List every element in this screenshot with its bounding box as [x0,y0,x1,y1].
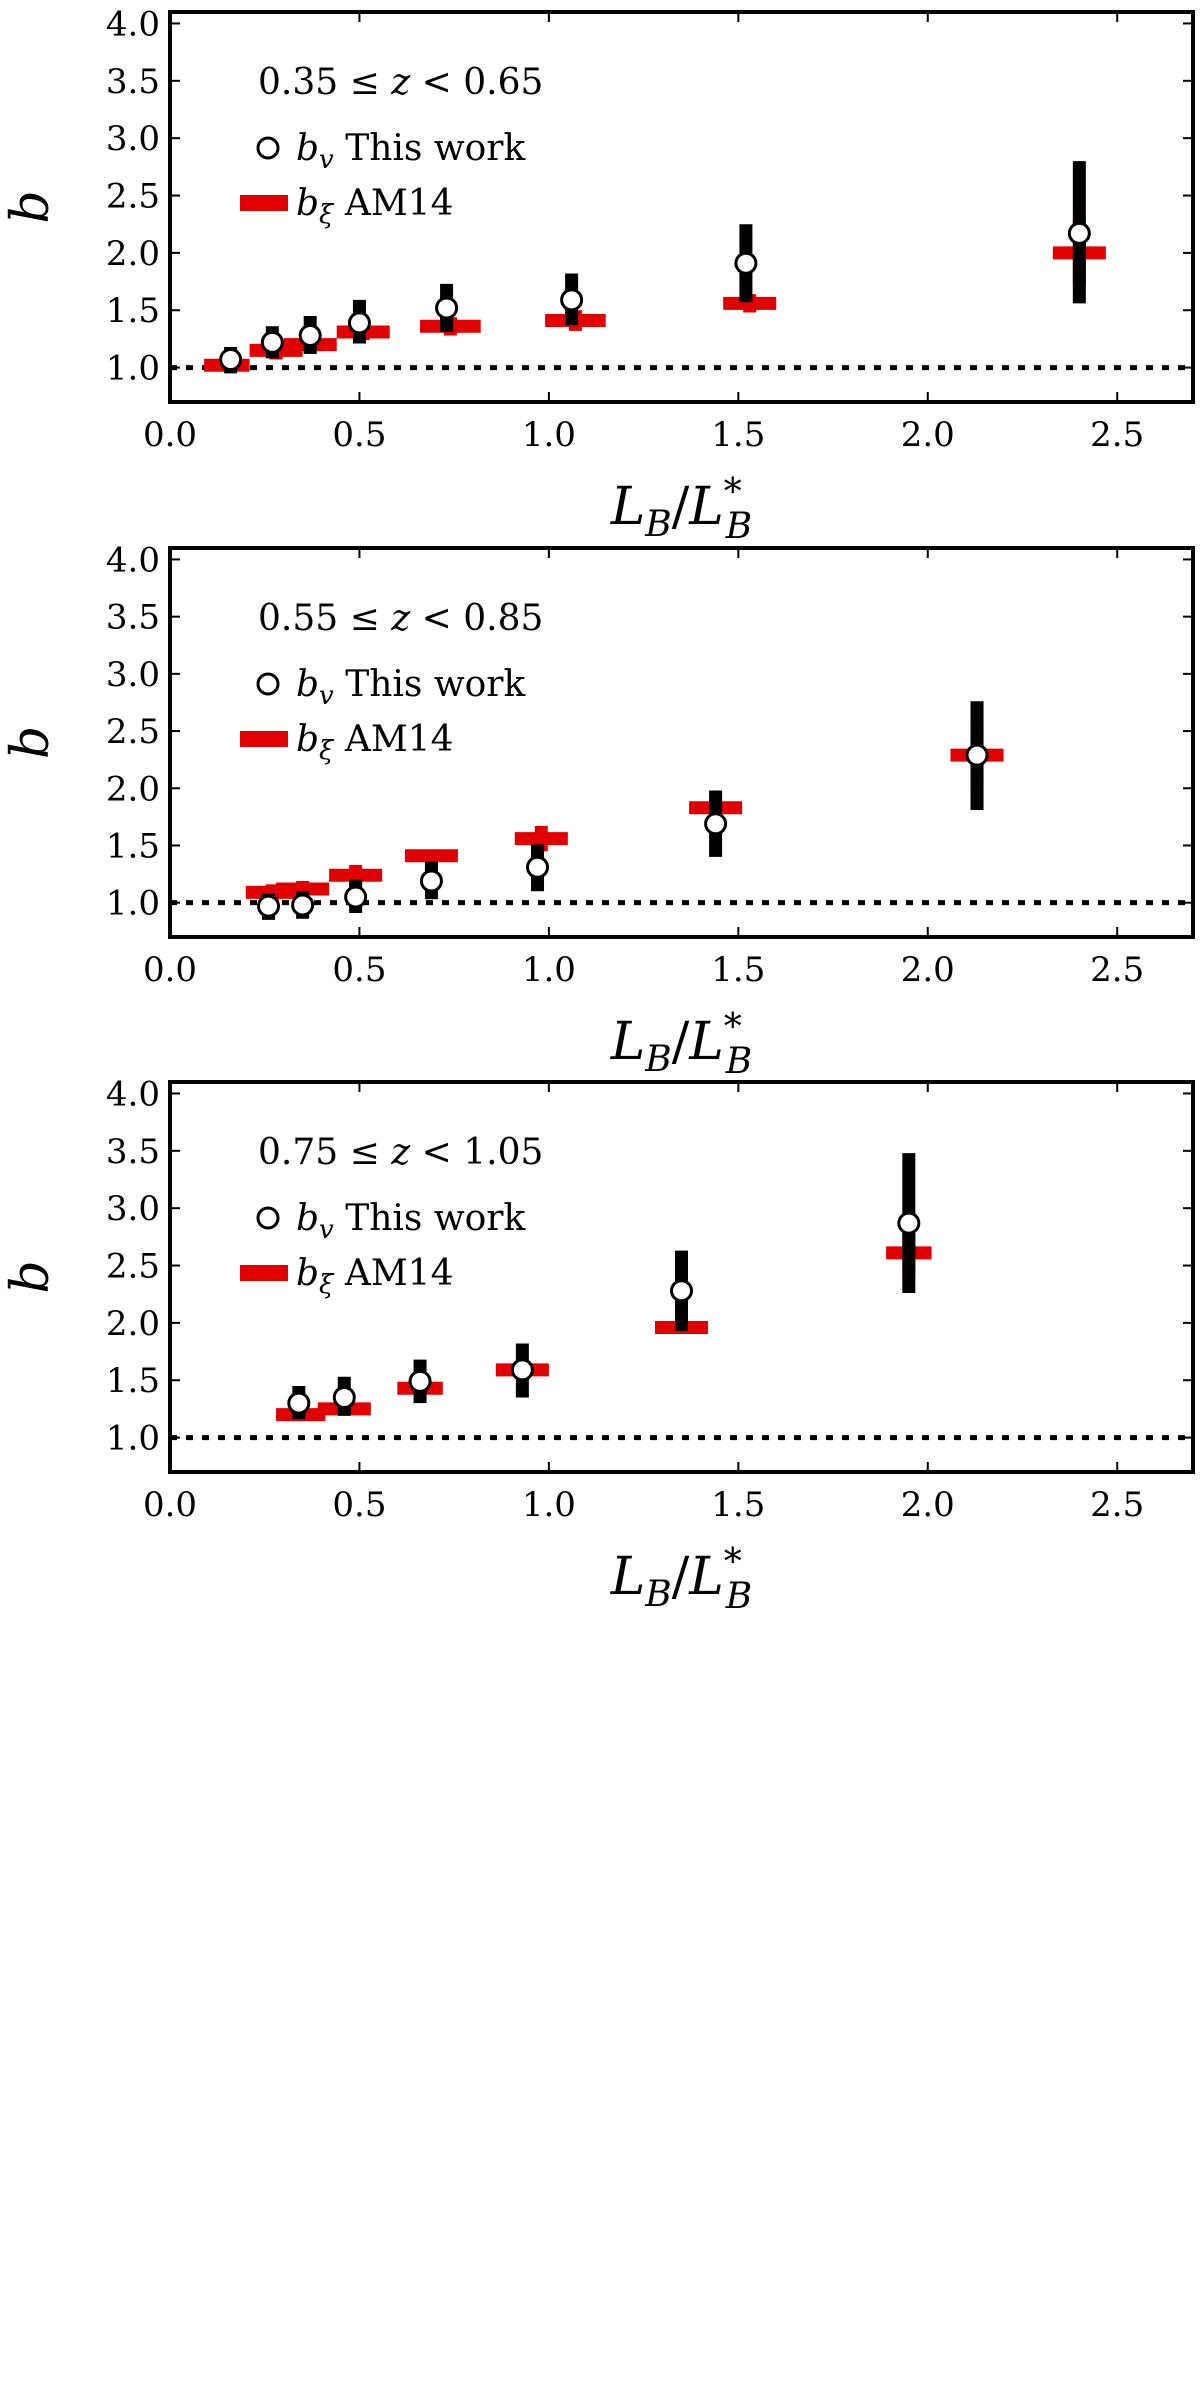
legend-label-am14: bξ AM14 [296,719,454,766]
this-work-point [670,1279,693,1303]
y-tick-label: 4.0 [106,4,160,44]
this-work-point [897,1211,921,1235]
this-work-point [291,893,315,917]
y-tick-label: 3.5 [106,62,160,102]
this-work-point [257,894,281,918]
x-tick-label: 2.5 [1090,415,1144,455]
panel-title: 0.55 ≤ z < 0.85 [258,598,543,639]
this-work-point [287,1391,311,1415]
this-work-point [332,1385,356,1409]
this-work-point [435,296,459,320]
legend-marker-this-work [256,1206,280,1230]
this-work-point [298,323,322,347]
x-tick-label: 0.0 [143,1485,197,1525]
this-work-point [219,348,243,372]
this-work-point [408,1369,432,1393]
y-tick-label: 1.0 [106,884,160,924]
y-tick-label: 2.5 [106,712,160,752]
x-tick-label: 2.0 [901,415,955,455]
y-tick-label: 2.5 [106,177,160,217]
y-tick-label: 2.0 [106,769,160,809]
this-work-point [526,855,550,879]
x-tick-label: 0.5 [332,415,386,455]
y-tick-label: 4.0 [106,540,160,580]
y-tick-label: 1.5 [106,1361,160,1401]
legend-marker-am14 [240,195,288,211]
plot-frame [168,546,1195,939]
y-tick-label: 3.5 [106,1132,160,1172]
y-tick-label: 1.5 [106,291,160,331]
panel-title: 0.35 ≤ z < 0.65 [258,62,543,103]
x-tick-label: 2.0 [901,950,955,990]
y-tick-label: 1.0 [106,1419,160,1459]
x-tick-label: 0.5 [332,1485,386,1525]
chart-panel-3: 0.0 0.5 1.0 1.5 2.0 2.5 1.0 1.5 2.0 2.5 3.0 3.5 4.0 0… [1,1074,1195,1617]
y-axis-label: b [1,190,61,223]
x-tick-label: 1.5 [711,1485,765,1525]
legend-marker-am14 [240,731,288,747]
y-tick-label: 3.0 [106,119,160,159]
y-tick-label: 2.0 [106,1304,160,1344]
x-tick-label: 0.0 [143,415,197,455]
x-tick-label: 2.0 [901,1485,955,1525]
legend-label-this-work: bv This work [296,128,527,175]
y-axis-label: b [1,726,61,759]
x-tick-label: 1.0 [522,415,576,455]
y-tick-label: 3.5 [106,598,160,638]
legend-label-this-work: bv This work [296,1198,527,1245]
legend-label-am14: bξ AM14 [296,183,454,230]
this-work-point [560,288,584,312]
this-work-point [734,251,758,275]
x-axis-label: LB/L* B [610,1007,753,1082]
x-tick-label: 1.5 [711,950,765,990]
this-work-point [704,812,728,836]
y-tick-label: 1.0 [106,349,160,389]
x-tick-label: 1.0 [522,1485,576,1525]
chart-panel-2: 0.0 0.5 1.0 1.5 2.0 2.5 1.0 1.5 2.0 2.5 3.0 3.5 4.0 0… [1,540,1195,1082]
x-tick-label: 1.0 [522,950,576,990]
this-work-point [419,869,443,893]
x-tick-label: 1.5 [711,415,765,455]
legend-marker-am14 [240,1265,288,1281]
legend-label-am14: bξ AM14 [296,1253,454,1300]
this-work-point [344,885,368,909]
y-tick-label: 2.5 [106,1247,160,1287]
x-axis-label: LB/L* B [610,1542,753,1617]
panel-title: 0.75 ≤ z < 1.05 [258,1132,543,1173]
x-tick-label: 0.5 [332,950,386,990]
this-work-point [965,743,989,767]
y-tick-label: 1.5 [106,826,160,866]
chart-panel-1: 0.0 0.5 1.0 1.5 2.0 2.5 1.0 1.5 2.0 2.5 3.0 3.5 4.0 0… [1,4,1195,547]
x-tick-label: 0.0 [143,950,197,990]
plot-frame [168,1080,1195,1474]
this-work-point [510,1358,534,1382]
y-tick-label: 3.0 [106,1189,160,1229]
legend-marker-this-work [256,136,280,160]
y-axis-label: b [1,1260,61,1293]
legend-marker-this-work [256,672,280,696]
y-tick-label: 4.0 [106,1074,160,1114]
plot-frame [168,10,1195,404]
y-tick-label: 2.0 [106,234,160,274]
x-tick-label: 2.5 [1090,950,1144,990]
this-work-point [347,311,371,335]
this-work-point [260,330,284,354]
legend-label-this-work: bv This work [296,664,527,711]
this-work-point [1067,221,1091,245]
x-tick-label: 2.5 [1090,1485,1144,1525]
x-axis-label: LB/L* B [610,472,753,547]
y-tick-label: 3.0 [106,655,160,695]
